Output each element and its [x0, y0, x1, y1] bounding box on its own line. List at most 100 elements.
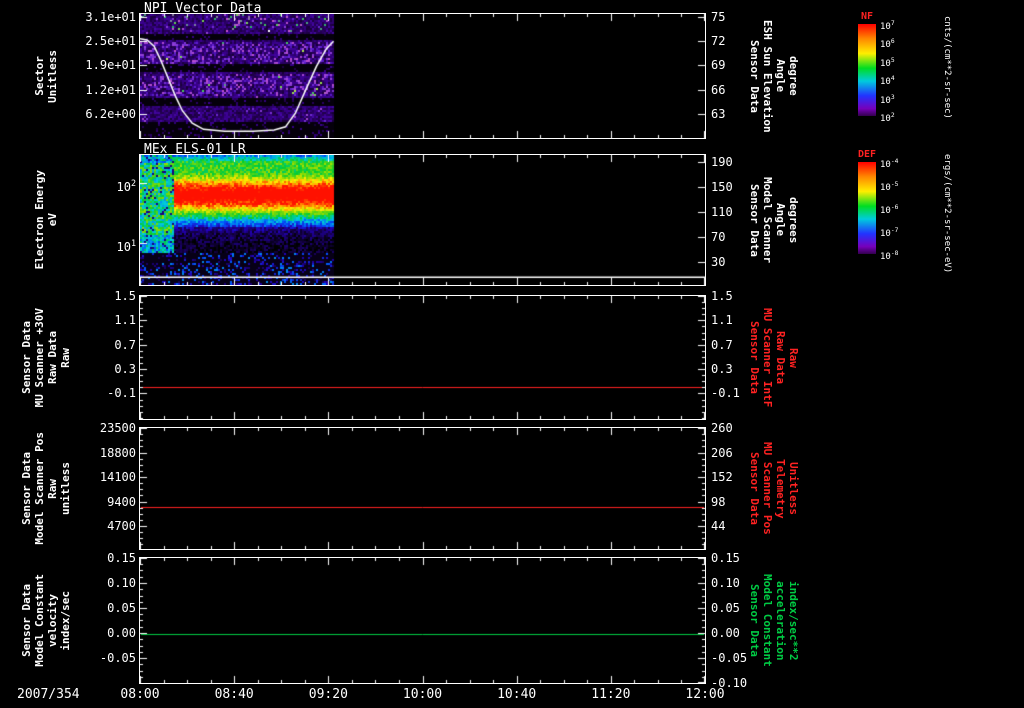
- left-axis-label-line: Model Constant: [33, 574, 46, 667]
- x-tick-label: 08:00: [120, 687, 160, 702]
- left-axis-label-line: Sensor Data: [20, 452, 33, 525]
- y-tick-right-els: 30: [711, 254, 726, 269]
- right-axis-label-line: Sensor Data: [748, 584, 761, 657]
- right-axis-label-line: Raw: [787, 347, 800, 368]
- exponent: 2: [130, 177, 136, 188]
- right-axis-label-line: Sensor Data: [748, 452, 761, 525]
- y-tick-right-els: 150: [711, 179, 733, 194]
- y-tick-left-els: 101: [116, 238, 137, 254]
- left-axis-label-line: Sensor Data: [20, 584, 33, 657]
- exponent: 1: [130, 238, 136, 248]
- spectrogram-canvas-npi: [140, 14, 705, 138]
- y-tick-left-mu30v: 1.1: [114, 313, 136, 328]
- colorbar-name-npi: NF: [860, 11, 874, 22]
- y-tick-left-scanpos: 9400: [107, 494, 136, 509]
- right-axis-label-modelconst: Sensor Data Model Constant acceleration ind…: [742, 558, 806, 683]
- exponent: 7: [890, 20, 895, 27]
- left-axis-label-line: index/sec: [59, 590, 72, 651]
- y-tick-right-mu30v: 0.3: [711, 361, 733, 376]
- y-tick-left-mu30v: 1.5: [114, 289, 136, 303]
- colorbar-tick-npi: 105: [880, 56, 895, 69]
- colorbar-tick-npi: 104: [880, 75, 895, 88]
- line-plot-canvas-modelconst: [140, 558, 705, 683]
- x-tick-label: 08:40: [214, 687, 254, 702]
- y-tick-right-npi: 75: [711, 9, 726, 24]
- right-axis-label-line: Telemetry: [774, 458, 787, 519]
- left-axis-label-scanpos: Sensor Data Model Scanner Pos Raw unitless: [14, 428, 78, 549]
- y-tick-right-els: 70: [711, 229, 726, 244]
- y-tick-right-npi: 66: [711, 82, 726, 97]
- exponent: 5: [890, 56, 895, 64]
- right-axis-label-line: Model Scanner: [761, 176, 774, 264]
- panel-scanpos: [139, 427, 706, 550]
- y-tick-right-scanpos: 206: [711, 445, 733, 460]
- exponent: -5: [890, 181, 899, 188]
- colorbar-unit-npi: cnts/(cm**2-sr-sec): [942, 16, 952, 119]
- y-tick-right-modelconst: 0.00: [711, 626, 740, 640]
- right-axis-label-npi: Sensor Data ESH Sun Elevation Angle degree: [742, 14, 806, 138]
- colorbar-tick-els: 10-7: [880, 227, 899, 239]
- spectrogram-canvas-els: [140, 155, 705, 285]
- panel-npi: [139, 13, 706, 139]
- right-axis-label-line: MU Scanner IntF: [761, 307, 774, 408]
- y-tick-right-modelconst: 0.15: [711, 551, 740, 565]
- exponent: 3: [890, 93, 895, 101]
- y-tick-left-scanpos: 18800: [99, 445, 136, 460]
- y-tick-right-els: 110: [711, 204, 733, 219]
- y-tick-right-modelconst: 0.10: [711, 576, 740, 590]
- colorbar-unit-els: ergs/(cm**2-sr-sec-eV): [942, 154, 952, 274]
- y-tick-right-scanpos: 152: [711, 470, 733, 484]
- y-tick-left-mu30v: 0.3: [114, 361, 136, 376]
- colorbar-tick-npi: 102: [880, 112, 895, 124]
- right-axis-label-line: Unitless: [787, 462, 800, 515]
- y-tick-left-npi: 1.2e+01: [85, 82, 136, 97]
- y-tick-right-mu30v: 1.1: [711, 313, 733, 328]
- exponent: -7: [890, 227, 899, 234]
- y-tick-left-modelconst: -0.05: [99, 651, 136, 665]
- left-axis-label-line: MU Scanner +30V: [33, 307, 46, 408]
- right-axis-label-line: Sensor Data: [748, 39, 761, 113]
- y-tick-left-npi: 2.5e+01: [85, 34, 136, 49]
- right-axis-label-line: Angle: [774, 59, 787, 93]
- left-axis-label-line: Raw: [59, 347, 72, 368]
- colorbar-tick-els: 10-5: [880, 181, 899, 193]
- colorbar-name-els: DEF: [857, 149, 877, 160]
- right-axis-label-line: MU Scanner Pos: [761, 442, 774, 535]
- y-tick-right-mu30v: -0.1: [711, 386, 740, 401]
- colorbar-tick-npi: 103: [880, 93, 895, 106]
- exponent: -6: [890, 204, 899, 211]
- right-axis-label-line: Raw Data: [774, 331, 787, 384]
- line-plot-canvas-mu30v: [140, 296, 705, 419]
- y-tick-right-npi: 63: [711, 106, 726, 121]
- y-tick-left-scanpos: 4700: [107, 519, 136, 533]
- panel-title-els: MEx ELS-01 LR: [144, 142, 246, 157]
- right-axis-label-line: Sensor Data: [748, 183, 761, 257]
- left-axis-label-line: Sensor Data: [20, 321, 33, 394]
- colorbar-tick-els: 10-6: [880, 204, 899, 216]
- y-tick-left-modelconst: 0.10: [107, 576, 136, 590]
- left-axis-label-line: unitless: [59, 462, 72, 515]
- line-plot-canvas-scanpos: [140, 428, 705, 549]
- x-tick-label: 10:40: [497, 687, 537, 702]
- left-axis-label-line: Raw Data: [46, 331, 59, 384]
- left-axis-label-els: Electron Energy eV: [14, 155, 78, 285]
- right-axis-label-mu30v: Sensor Data MU Scanner IntF Raw Data Raw: [742, 296, 806, 419]
- left-axis-label-line: Unitless: [46, 49, 59, 103]
- panel-title-npi: NPI Vector Data: [144, 1, 262, 16]
- y-tick-left-modelconst: 0.00: [107, 626, 136, 640]
- colorbar-tick-npi: 106: [880, 38, 895, 51]
- y-tick-right-npi: 72: [711, 34, 726, 49]
- left-axis-label-npi: Sector Unitless: [14, 14, 78, 138]
- y-tick-right-scanpos: 98: [711, 494, 726, 509]
- right-axis-label-line: acceleration: [774, 580, 787, 661]
- right-axis-label-line: Sensor Data: [748, 321, 761, 394]
- y-tick-left-scanpos: 23500: [99, 421, 136, 435]
- right-axis-label-line: ESH Sun Elevation: [761, 19, 774, 133]
- left-axis-label-mu30v: Sensor Data MU Scanner +30V Raw Data Raw: [14, 296, 78, 419]
- y-tick-left-modelconst: 0.05: [107, 601, 136, 615]
- exponent: 2: [890, 112, 895, 119]
- date-label: 2007/354: [17, 687, 80, 702]
- x-tick-label: 12:00: [685, 687, 725, 702]
- right-axis-label-line: Angle: [774, 203, 787, 237]
